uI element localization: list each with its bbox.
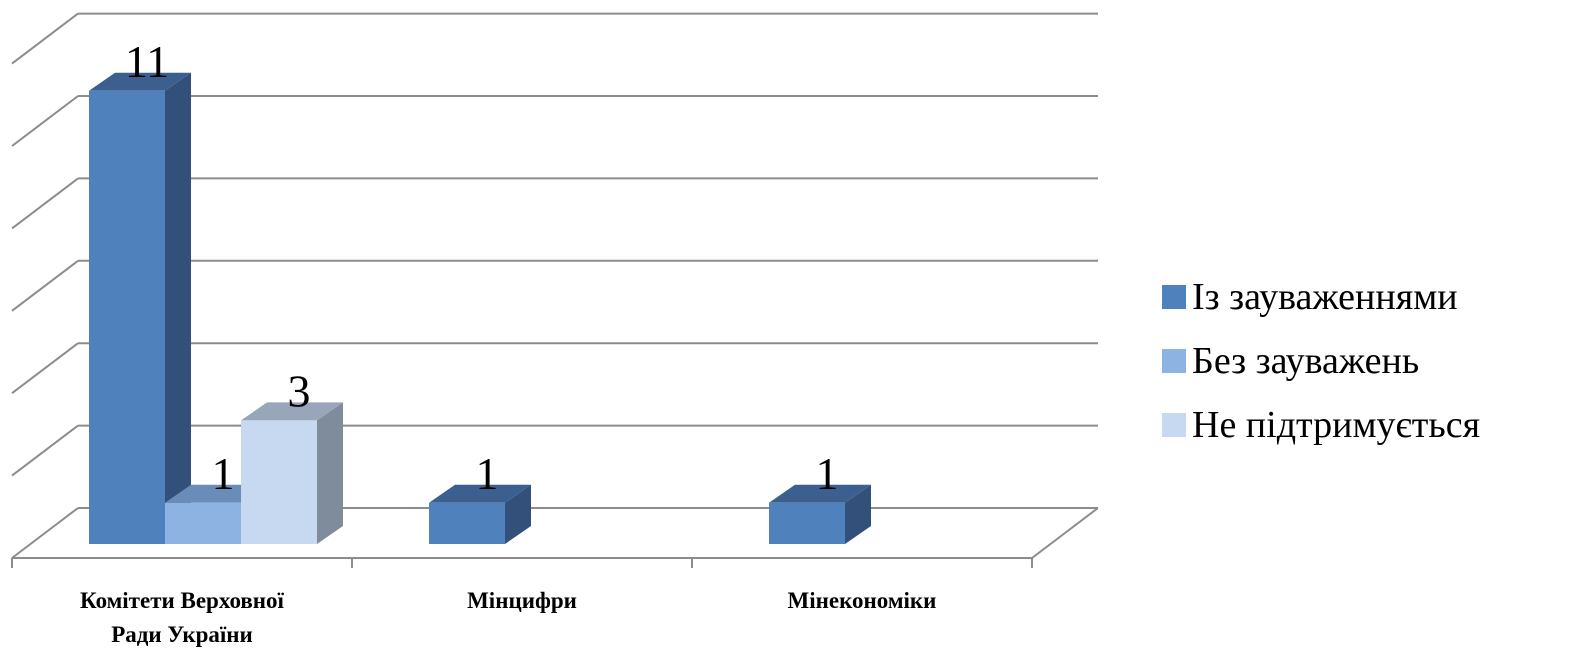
bar	[769, 502, 845, 544]
data-label: 1	[476, 448, 499, 499]
bar-top	[769, 484, 871, 503]
bar-side	[505, 484, 531, 544]
floor-right-edge	[1031, 507, 1099, 559]
bar	[165, 502, 241, 544]
legend-item: Із зауваженнями	[1162, 265, 1480, 329]
data-label: 3	[288, 365, 311, 416]
bar-top	[429, 484, 531, 503]
x-axis: Комітети Верховної Ради України Мінцифри Мі…	[11, 558, 1033, 647]
legend-swatch	[1162, 349, 1186, 373]
x-tick-label: Комітети Верховної	[80, 588, 285, 613]
gridline-depth	[11, 12, 79, 65]
gridline-depth	[11, 424, 79, 477]
x-tick-label: Ради України	[111, 622, 253, 647]
legend-label: Без зауважень	[1192, 340, 1420, 382]
gridline-depth	[11, 95, 79, 147]
gridline-depth	[11, 177, 79, 230]
bar	[89, 90, 165, 545]
x-tick-label: Мінекономіки	[788, 588, 937, 613]
bar-top	[89, 72, 191, 91]
bar	[429, 502, 505, 544]
data-label: 11	[125, 36, 169, 87]
legend-item: Без зауважень	[1162, 329, 1480, 393]
bar-side	[845, 484, 871, 544]
bar-top	[241, 402, 343, 421]
legend-swatch	[1162, 285, 1186, 309]
bar-side	[317, 402, 343, 544]
legend-item: Не підтримується	[1162, 393, 1480, 457]
gridline-depth	[11, 260, 79, 312]
data-labels: 111 113	[125, 36, 839, 499]
legend: Із зауваженнями Без зауважень Не підтрим…	[1162, 265, 1480, 457]
legend-swatch	[1162, 413, 1186, 437]
bar	[241, 420, 317, 544]
gridline-depth	[11, 342, 79, 394]
x-tick-label: Мінцифри	[467, 588, 577, 613]
data-label: 1	[212, 448, 235, 499]
legend-label: Не підтримується	[1192, 404, 1481, 446]
bar-side	[165, 72, 191, 545]
data-label: 1	[816, 448, 839, 499]
bars	[89, 72, 871, 545]
legend-label: Із зауваженнями	[1192, 276, 1458, 318]
gridline-depth	[11, 507, 79, 559]
